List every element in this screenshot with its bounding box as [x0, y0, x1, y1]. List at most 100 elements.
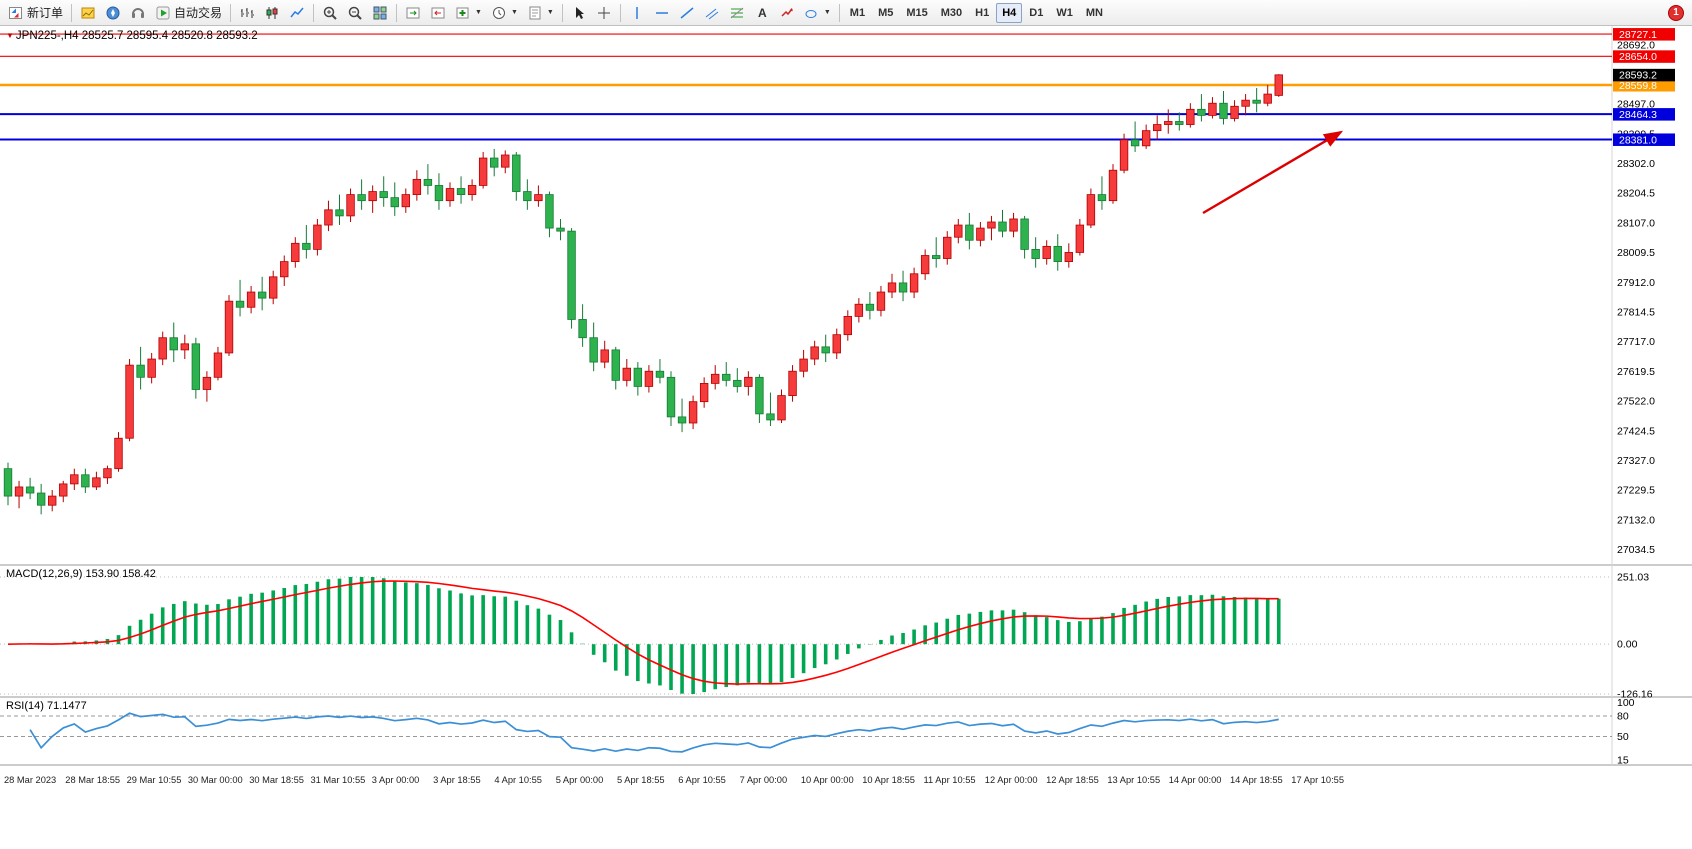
marketplace-button[interactable] — [126, 2, 150, 24]
candle-body — [1108, 169, 1118, 202]
time-axis-label[interactable]: 12 Apr 00:00 — [985, 775, 1038, 785]
time-axis-label[interactable]: 13 Apr 10:55 — [1107, 775, 1160, 785]
price-axis-label: 27132.0 — [1617, 514, 1655, 526]
timeframe-group: M1 M5 M15 M30 H1 H4 D1 W1 MN — [844, 2, 1109, 23]
macd-scale-label: -126.16 — [1617, 689, 1653, 701]
time-axis-label[interactable]: 31 Mar 10:55 — [311, 775, 366, 785]
candle-body — [1042, 245, 1051, 259]
symbol-collapse-icon[interactable]: ▼ — [6, 31, 14, 40]
macd-scale-label: 251.03 — [1617, 572, 1649, 584]
candle-body — [589, 337, 598, 363]
rsi-scale-label: 50 — [1617, 731, 1629, 743]
tile-windows-button[interactable] — [368, 2, 392, 24]
autotrading-button[interactable]: 自动交易 — [151, 2, 226, 24]
time-axis-label[interactable]: 30 Mar 00:00 — [188, 775, 243, 785]
candle-body — [666, 376, 676, 418]
timeframe-d1[interactable]: D1 — [1029, 6, 1044, 19]
macd-signal-line — [7, 580, 1279, 685]
trend-arrow-annotation[interactable] — [1202, 130, 1344, 215]
candle-body — [1230, 105, 1239, 119]
price-axis-label: 28497.0 — [1617, 99, 1655, 111]
time-axis-label[interactable]: 3 Apr 18:55 — [433, 775, 481, 785]
candlestick-chart-icon — [266, 6, 278, 19]
cursor-button[interactable] — [567, 2, 591, 24]
timeframe-h4[interactable]: H4 — [996, 2, 1023, 23]
time-axis-label[interactable]: 28 Mar 2023 — [4, 775, 56, 785]
arrows-tool-button[interactable] — [775, 2, 799, 24]
timeframe-w1[interactable]: W1 — [1056, 6, 1073, 19]
candle-body — [744, 376, 753, 387]
new-order-button[interactable]: 新订单 — [4, 2, 67, 24]
time-axis-label[interactable]: 29 Mar 10:55 — [127, 775, 182, 785]
time-axis-label[interactable]: 4 Apr 10:55 — [494, 775, 542, 785]
time-axis-label[interactable]: 12 Apr 18:55 — [1046, 775, 1099, 785]
price-axis-label: 27814.5 — [1617, 306, 1655, 318]
templates-button[interactable]: ▼ — [523, 2, 558, 24]
candle-body — [920, 255, 930, 275]
time-axis-label[interactable]: 6 Apr 10:55 — [678, 775, 726, 785]
timeframe-m5[interactable]: M5 — [878, 6, 894, 19]
shapes-button[interactable]: ▼ — [800, 2, 835, 24]
candle-body — [1175, 121, 1184, 125]
time-axis-label[interactable]: 5 Apr 00:00 — [556, 775, 604, 785]
time-axis-label[interactable]: 3 Apr 00:00 — [372, 775, 420, 785]
candle-body — [324, 209, 333, 226]
candle-body — [788, 370, 797, 396]
candle-body — [644, 370, 654, 387]
time-axis-label[interactable]: 5 Apr 18:55 — [617, 775, 665, 785]
chart-shift-button[interactable] — [426, 2, 450, 24]
timeframe-m1[interactable]: M1 — [849, 6, 866, 19]
text-tool-button[interactable]: A — [750, 2, 774, 24]
time-axis-label[interactable]: 14 Apr 00:00 — [1169, 775, 1222, 785]
candle-body — [213, 352, 223, 378]
notification-badge[interactable]: 1 — [1668, 4, 1684, 21]
price-axis-label: 27424.5 — [1617, 425, 1655, 437]
timeframe-mn[interactable]: MN — [1085, 6, 1103, 19]
time-axis-label[interactable]: 28 Mar 18:55 — [65, 775, 120, 785]
toolbar-separator — [619, 3, 621, 22]
candle-body — [711, 373, 720, 384]
time-axis-label[interactable]: 11 Apr 10:55 — [924, 775, 976, 785]
vertical-line-button[interactable] — [625, 2, 649, 24]
navigator-button[interactable] — [101, 2, 125, 24]
candle-body — [412, 178, 422, 195]
indicators-button[interactable]: ▼ — [451, 2, 486, 24]
candle-body — [1064, 252, 1073, 262]
candle-body — [158, 337, 167, 360]
bar-chart-button[interactable] — [235, 2, 259, 24]
candle-body — [611, 349, 620, 381]
toolbar-separator — [561, 3, 563, 22]
trendline-icon — [680, 6, 694, 19]
timeframe-h1[interactable]: H1 — [975, 6, 990, 19]
line-chart-button[interactable] — [285, 2, 309, 24]
zoom-in-button[interactable] — [318, 2, 342, 24]
time-axis-label[interactable]: 17 Apr 10:55 — [1291, 775, 1344, 785]
new-order-label: 新订单 — [27, 6, 64, 20]
rsi-name: RSI(14) — [6, 700, 44, 712]
time-axis-label[interactable]: 10 Apr 18:55 — [862, 775, 915, 785]
candle-body — [280, 261, 289, 278]
timeframe-m30[interactable]: M30 — [940, 6, 963, 19]
periods-button[interactable]: ▼ — [487, 2, 522, 24]
candle-body — [688, 401, 698, 424]
candle-body — [1097, 194, 1107, 202]
fibonacci-button[interactable] — [725, 2, 749, 24]
price-chart-canvas[interactable]: 28692.028594.528497.028399.528302.028204… — [0, 26, 1692, 849]
timeframe-m15[interactable]: M15 — [906, 6, 928, 19]
candle-body — [1119, 139, 1129, 171]
crosshair-button[interactable] — [592, 2, 616, 24]
time-axis-label[interactable]: 7 Apr 00:00 — [740, 775, 788, 785]
new-chart-button[interactable] — [76, 2, 100, 24]
horizontal-line-button[interactable] — [650, 2, 674, 24]
time-axis-label[interactable]: 30 Mar 18:55 — [249, 775, 304, 785]
indicators-icon — [456, 7, 469, 18]
auto-scroll-button[interactable] — [401, 2, 425, 24]
zoom-out-button[interactable] — [343, 2, 367, 24]
trendline-button[interactable] — [675, 2, 699, 24]
channel-button[interactable] — [700, 2, 724, 24]
time-axis-label[interactable]: 14 Apr 18:55 — [1230, 775, 1283, 785]
candle-body — [456, 188, 466, 195]
candle-body — [777, 395, 786, 421]
time-axis-label[interactable]: 10 Apr 00:00 — [801, 775, 854, 785]
candlestick-chart-button[interactable] — [260, 2, 284, 24]
